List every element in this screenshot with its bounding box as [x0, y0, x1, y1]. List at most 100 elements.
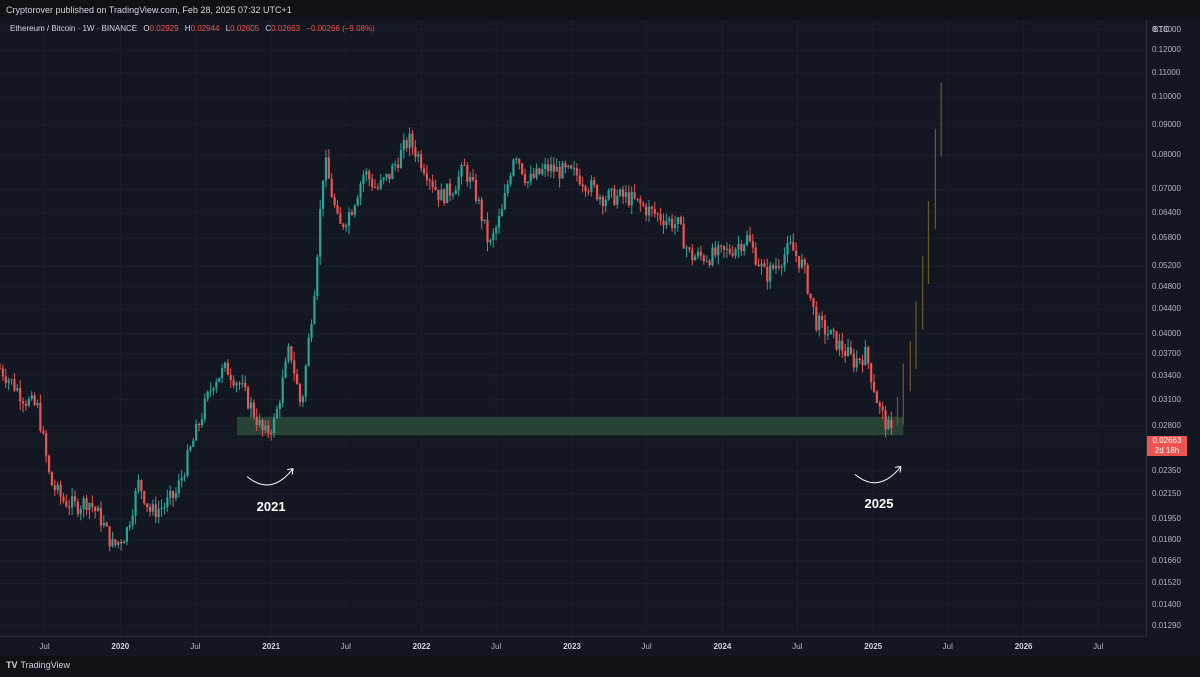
candle-down [19, 388, 22, 402]
publisher-header: Cryptorover published on TradingView.com… [0, 0, 1200, 20]
candle-up [769, 265, 772, 282]
time-tick: Jul [641, 642, 652, 651]
candle-up [278, 403, 281, 409]
candle-up [711, 247, 714, 266]
candle-down [480, 199, 483, 221]
candle-up [786, 243, 789, 255]
candle-up [160, 508, 163, 510]
candle-down [809, 293, 812, 298]
candle-down [376, 187, 379, 189]
candle-up [241, 382, 244, 385]
candle-down [120, 541, 123, 544]
candle-down [76, 501, 79, 515]
candle-down [94, 507, 97, 512]
time-tick: 2022 [412, 642, 431, 651]
candle-up [27, 398, 30, 406]
candle-down [373, 187, 377, 189]
price-tick: 0.02150 [1152, 489, 1181, 498]
candle-down [486, 219, 489, 243]
candle-down [881, 406, 884, 411]
candle-down [47, 455, 51, 473]
candle-down [296, 373, 299, 385]
candle-down [463, 165, 466, 167]
candle-down [803, 259, 806, 266]
candle-down [154, 504, 157, 518]
candle-up [598, 196, 602, 200]
candle-down [171, 491, 175, 498]
time-tick: 2025 [864, 642, 883, 651]
candle-up [192, 440, 195, 447]
price-tick: 0.03700 [1152, 348, 1181, 358]
time-tick: 2020 [111, 642, 130, 651]
candle-down [714, 247, 717, 256]
price-tick: 0.09000 [1152, 119, 1181, 129]
candle-up [451, 194, 454, 196]
candle-up [668, 218, 671, 222]
time-tick: 2023 [563, 642, 581, 651]
candle-up [492, 233, 495, 241]
candle-down [593, 180, 596, 186]
annotation-2021: 2021 [256, 498, 286, 514]
candle-down [336, 205, 339, 214]
candlestick-chart[interactable] [0, 0, 1146, 636]
candle-up [887, 419, 890, 430]
legend-symbol[interactable]: Ethereum / Bitcoin · 1W · BINANCE [10, 24, 138, 33]
candle-down [244, 382, 247, 388]
tradingview-logo-mark: TV [6, 660, 18, 670]
candle-up [7, 380, 10, 383]
candle-down [42, 430, 45, 434]
candle-up [555, 166, 558, 172]
candle-up [561, 163, 564, 179]
published-text: Cryptorover published on TradingView.com… [6, 5, 292, 15]
candle-down [570, 165, 573, 169]
price-tick: 0.13000 [1152, 24, 1181, 34]
candle-up [166, 497, 169, 508]
candle-down [564, 163, 567, 168]
candle-down [425, 173, 429, 181]
candle-down [601, 196, 604, 207]
time-axis[interactable] [0, 636, 1146, 656]
candle-down [474, 180, 478, 201]
tradingview-logo[interactable]: TV TradingView [6, 660, 70, 670]
candle-down [795, 250, 798, 257]
candle-down [642, 203, 645, 206]
candle-up [734, 249, 737, 256]
candle-down [405, 140, 408, 149]
candle-up [313, 295, 316, 324]
price-axis-unit: BTC [1153, 25, 1169, 34]
candle-up [789, 242, 792, 244]
candle-up [590, 180, 593, 192]
candle-up [500, 209, 504, 217]
candle-down [621, 189, 625, 197]
candle-up [189, 446, 192, 451]
candle-up [30, 395, 33, 399]
candle-up [221, 367, 224, 378]
candle-down [867, 347, 870, 364]
time-tick: 2024 [713, 642, 732, 651]
candle-up [203, 398, 206, 420]
candle-down [797, 256, 801, 268]
price-axis[interactable] [1146, 20, 1200, 636]
candle-up [760, 263, 763, 267]
candle-down [763, 263, 766, 267]
candle-down [656, 213, 659, 215]
candle-up [365, 171, 368, 175]
footer-bar [0, 656, 1200, 677]
candle-down [267, 425, 270, 433]
price-tick: 0.12000 [1152, 45, 1181, 55]
candle-up [673, 224, 677, 229]
candle-up [619, 189, 622, 196]
candle-up [10, 379, 13, 381]
candle-down [659, 213, 662, 221]
chart-plot-area[interactable] [0, 20, 1146, 636]
candle-up [382, 177, 385, 181]
price-tick: 0.02350 [1152, 466, 1181, 476]
candle-up [829, 329, 832, 335]
candle-up [16, 388, 19, 391]
candle-up [512, 159, 515, 176]
candle-down [143, 491, 146, 504]
candle-up [725, 248, 729, 250]
candle-down [844, 351, 847, 356]
candle-up [82, 498, 85, 510]
candle-down [636, 198, 639, 200]
